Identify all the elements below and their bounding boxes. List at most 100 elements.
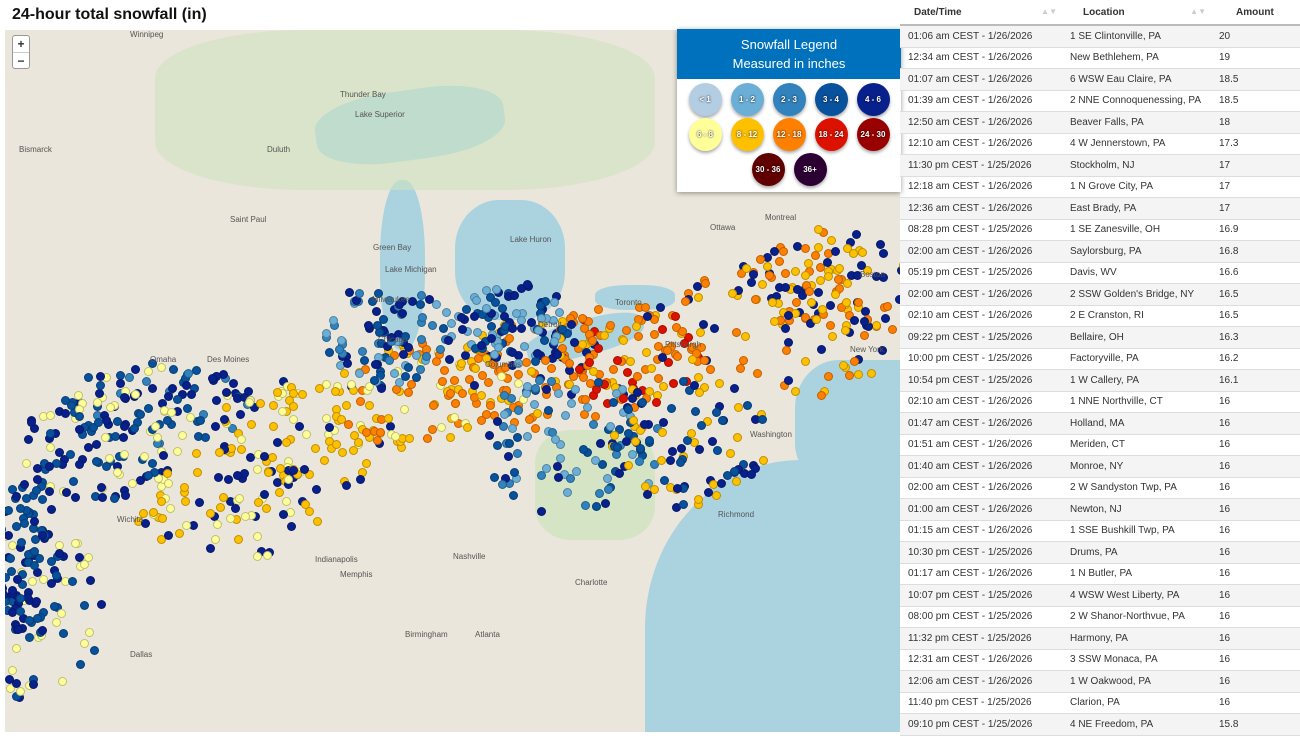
snowfall-marker[interactable]: [15, 687, 25, 697]
snowfall-marker[interactable]: [694, 292, 704, 302]
snowfall-marker[interactable]: [299, 465, 309, 475]
snowfall-marker[interactable]: [849, 249, 859, 259]
snowfall-marker[interactable]: [83, 373, 93, 383]
snowfall-marker[interactable]: [361, 428, 371, 438]
snowfall-marker[interactable]: [658, 381, 668, 391]
snowfall-marker[interactable]: [213, 519, 223, 529]
snowfall-marker[interactable]: [834, 264, 844, 274]
snowfall-marker[interactable]: [17, 570, 27, 580]
snowfall-marker[interactable]: [791, 266, 801, 276]
snowfall-marker[interactable]: [205, 509, 215, 519]
snowfall-marker[interactable]: [806, 298, 816, 308]
snowfall-marker[interactable]: [322, 328, 332, 338]
snowfall-marker[interactable]: [182, 520, 192, 530]
snowfall-marker[interactable]: [92, 398, 102, 408]
snowfall-marker[interactable]: [211, 396, 221, 406]
snowfall-marker[interactable]: [421, 351, 431, 361]
snowfall-marker[interactable]: [859, 330, 869, 340]
snowfall-marker[interactable]: [652, 398, 662, 408]
snowfall-marker[interactable]: [634, 332, 644, 342]
snowfall-marker[interactable]: [659, 476, 669, 485]
snowfall-marker[interactable]: [234, 535, 244, 545]
snowfall-marker[interactable]: [375, 427, 385, 437]
snowfall-marker[interactable]: [378, 315, 388, 325]
snowfall-marker[interactable]: [497, 372, 507, 382]
snowfall-marker[interactable]: [158, 451, 168, 461]
snowfall-marker[interactable]: [694, 445, 704, 455]
snowfall-marker[interactable]: [894, 294, 900, 304]
snowfall-marker[interactable]: [360, 355, 370, 365]
snowfall-marker[interactable]: [882, 302, 892, 312]
snowfall-marker[interactable]: [49, 602, 59, 612]
snowfall-marker[interactable]: [143, 366, 153, 376]
snowfall-marker[interactable]: [860, 306, 870, 316]
snowfall-marker[interactable]: [436, 422, 446, 432]
snowfall-marker[interactable]: [275, 463, 285, 473]
snowfall-marker[interactable]: [757, 414, 767, 424]
snowfall-marker[interactable]: [572, 467, 582, 477]
snowfall-marker[interactable]: [29, 560, 39, 570]
snowfall-marker[interactable]: [281, 496, 291, 506]
snowfall-marker[interactable]: [75, 553, 85, 563]
snowfall-marker[interactable]: [417, 313, 427, 323]
snowfall-marker[interactable]: [642, 312, 652, 322]
snowfall-marker[interactable]: [263, 550, 273, 560]
snowfall-marker[interactable]: [632, 322, 642, 332]
snowfall-marker[interactable]: [156, 497, 166, 507]
snowfall-marker[interactable]: [712, 491, 722, 501]
snowfall-marker[interactable]: [80, 639, 90, 649]
snowfall-marker[interactable]: [17, 537, 27, 547]
snowfall-marker[interactable]: [574, 365, 584, 375]
snowfall-marker[interactable]: [244, 397, 254, 407]
table-row[interactable]: 09:22 pm CEST - 1/25/2026 Bellaire, OH 16.…: [900, 327, 1300, 349]
snowfall-marker[interactable]: [24, 434, 34, 444]
snowfall-marker[interactable]: [731, 328, 741, 338]
snowfall-marker[interactable]: [514, 370, 524, 380]
snowfall-marker[interactable]: [80, 600, 90, 610]
snowfall-marker[interactable]: [791, 298, 801, 308]
snowfall-marker[interactable]: [679, 377, 689, 387]
snowfall-marker[interactable]: [16, 503, 26, 513]
snowfall-marker[interactable]: [739, 355, 749, 365]
table-row[interactable]: 01:15 am CEST - 1/26/2026 1 SSE Bushkill …: [900, 521, 1300, 542]
snowfall-marker[interactable]: [857, 261, 867, 271]
snowfall-marker[interactable]: [658, 418, 668, 428]
snowfall-marker[interactable]: [676, 444, 686, 454]
snowfall-marker[interactable]: [531, 423, 541, 433]
snowfall-marker[interactable]: [557, 324, 567, 334]
snowfall-marker[interactable]: [390, 369, 400, 379]
snowfall-marker[interactable]: [210, 534, 220, 544]
snowfall-marker[interactable]: [508, 490, 518, 500]
snowfall-marker[interactable]: [742, 401, 752, 411]
snowfall-marker[interactable]: [147, 383, 157, 393]
header-amount[interactable]: Amount: [1212, 7, 1292, 18]
table-row[interactable]: 02:00 am CEST - 1/26/2026 2 W Sandyston T…: [900, 478, 1300, 499]
snowfall-marker[interactable]: [268, 452, 278, 462]
snowfall-marker[interactable]: [46, 443, 56, 453]
snowfall-marker[interactable]: [37, 495, 47, 505]
snowfall-marker[interactable]: [486, 309, 496, 319]
snowfall-marker[interactable]: [398, 349, 408, 359]
snowfall-marker[interactable]: [578, 372, 588, 382]
snowfall-marker[interactable]: [814, 224, 824, 234]
snowfall-marker[interactable]: [624, 404, 634, 414]
snowfall-marker[interactable]: [470, 311, 480, 321]
snowfall-marker[interactable]: [20, 480, 30, 490]
snowfall-marker[interactable]: [179, 483, 189, 493]
snowfall-marker[interactable]: [442, 307, 452, 317]
snowfall-marker[interactable]: [553, 461, 563, 471]
snowfall-marker[interactable]: [477, 390, 487, 400]
table-row[interactable]: 01:51 am CEST - 1/26/2026 Meriden, CT 16: [900, 435, 1300, 456]
snowfall-marker[interactable]: [622, 325, 632, 335]
snowfall-marker[interactable]: [591, 502, 601, 512]
snowfall-marker[interactable]: [288, 466, 298, 476]
table-row[interactable]: 12:34 am CEST - 1/26/2026 New Bethlehem, …: [900, 48, 1300, 69]
snowfall-marker[interactable]: [712, 407, 722, 417]
snowfall-marker[interactable]: [561, 411, 571, 421]
snowfall-marker[interactable]: [551, 434, 561, 444]
snowfall-marker[interactable]: [340, 368, 349, 378]
table-row[interactable]: 02:10 am CEST - 1/26/2026 1 NNE Northvill…: [900, 392, 1300, 413]
snowfall-marker[interactable]: [263, 468, 273, 478]
snowfall-marker[interactable]: [668, 447, 678, 457]
snowfall-marker[interactable]: [579, 324, 589, 334]
